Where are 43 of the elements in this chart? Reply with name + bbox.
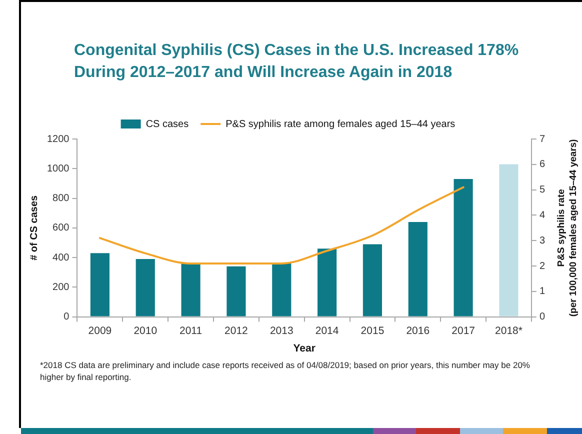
y-tick-label: 200: [52, 282, 70, 293]
bar: [454, 179, 473, 316]
legend-label: CS cases: [146, 118, 189, 130]
y2-tick-label: 4: [539, 210, 546, 221]
y2-tick-label: 5: [539, 184, 546, 196]
y-tick-label: 1000: [46, 163, 70, 174]
x-tick-label: 2009: [88, 324, 112, 337]
chart-title: Congenital Syphilis (CS) Cases in the U.S. Increased 178% During 2012–2017 and Will Increase Again in 2018: [74, 41, 520, 83]
y2-tick-label: 7: [539, 134, 546, 145]
y-tick-label: 0: [64, 312, 70, 323]
bar: [181, 263, 200, 316]
x-tick-label: 2010: [134, 324, 158, 337]
bar: [272, 263, 292, 316]
x-axis-title: Year: [293, 342, 316, 355]
y2-tick-label: 3: [539, 235, 546, 246]
bar: [226, 266, 246, 316]
x-tick-label: 2013: [270, 324, 294, 337]
bar: [408, 222, 428, 316]
bar: [136, 259, 155, 316]
y2-axis-title: P&S syphilis rate (per 100,000 females aged 15–44 years): [556, 139, 579, 317]
y2-tick-label: 1: [539, 286, 546, 298]
y-tick-label: 800: [52, 193, 70, 204]
y2-tick-label: 2: [539, 260, 546, 272]
x-tick-label: 2011: [179, 324, 202, 337]
bar: [362, 244, 382, 316]
y-tick-label: 1200: [46, 134, 70, 145]
bar: [318, 248, 337, 316]
y2-tick-label: 0: [539, 312, 546, 323]
x-tick-label: 2018*: [495, 324, 522, 337]
bar: [499, 164, 518, 316]
legend-label: P&S syphilis rate among females aged 15–44 years: [226, 118, 456, 130]
y2-tick-label: 6: [539, 159, 546, 170]
x-tick-label: 2014: [315, 324, 339, 337]
bar: [90, 253, 110, 316]
y-axis-title: # of CS cases: [28, 194, 40, 260]
x-tick-label: 2012: [224, 324, 248, 337]
y-tick-label: 400: [52, 252, 70, 264]
x-tick-label: 2016: [406, 324, 430, 337]
x-tick-label: 2017: [452, 324, 476, 337]
y-tick-label: 600: [52, 222, 70, 234]
line-series: [98, 186, 464, 264]
x-tick-label: 2015: [360, 324, 384, 337]
text: *2018 CS data are preliminary and include case reports received as of 04/08/2019; based on prior years, this number may be 20% higher by final reporting.: [40, 359, 531, 383]
